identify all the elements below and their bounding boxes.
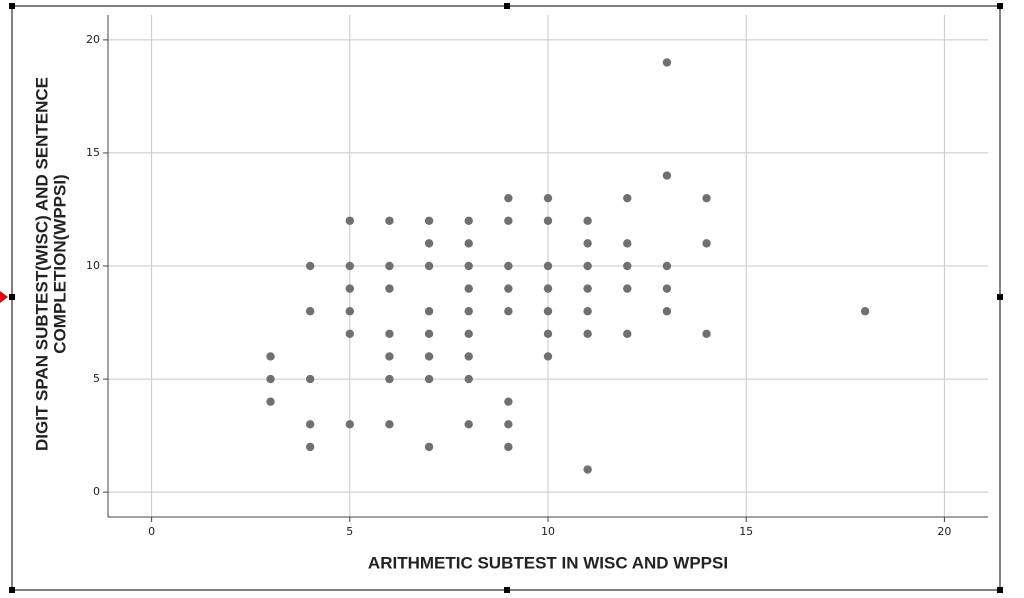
x-tick-label: 5 <box>346 525 353 538</box>
point <box>623 239 632 248</box>
resize-handles <box>9 3 1003 593</box>
y-axis-title-line: COMPLETION(WPPSI) <box>50 174 69 353</box>
point <box>464 329 473 339</box>
point <box>345 329 355 339</box>
point <box>623 261 632 271</box>
selection-frame <box>11 5 1001 591</box>
point <box>345 307 355 316</box>
point <box>583 284 592 293</box>
point <box>464 374 473 384</box>
point <box>464 420 473 429</box>
point <box>464 239 473 248</box>
point <box>424 352 434 361</box>
point <box>266 352 275 361</box>
point <box>583 329 592 339</box>
y-axis-title-line: DIGIT SPAN SUBTEST(WISC) AND SENTENCE <box>32 77 51 451</box>
point <box>305 374 315 384</box>
point <box>662 171 672 180</box>
point <box>504 193 513 203</box>
point <box>345 420 355 429</box>
point <box>702 193 711 203</box>
point <box>385 374 394 384</box>
point <box>424 329 434 339</box>
point <box>266 374 275 384</box>
point <box>662 58 672 67</box>
point <box>623 284 632 293</box>
point <box>543 329 553 339</box>
point <box>504 307 513 316</box>
point <box>623 329 632 339</box>
point <box>543 307 553 316</box>
y-tick-label: 0 <box>93 485 100 498</box>
point <box>464 284 473 293</box>
point <box>504 261 513 271</box>
x-tick-label: 20 <box>937 525 951 538</box>
point <box>504 397 513 406</box>
point <box>583 216 592 225</box>
y-tick-label: 20 <box>86 33 100 46</box>
point <box>385 329 394 339</box>
point <box>543 352 553 361</box>
y-tick-label: 15 <box>86 146 100 159</box>
point <box>583 465 592 474</box>
point <box>662 307 672 316</box>
point <box>385 261 394 271</box>
point <box>504 284 513 293</box>
point <box>345 216 355 225</box>
point <box>464 261 473 271</box>
x-tick-label: 15 <box>739 525 753 538</box>
point <box>345 261 355 271</box>
point <box>385 420 394 429</box>
y-axis-title: DIGIT SPAN SUBTEST(WISC) AND SENTENCE CO… <box>32 77 69 451</box>
y-tick-label: 5 <box>93 372 100 385</box>
point <box>583 261 592 271</box>
x-axis-title: ARITHMETIC SUBTEST IN WISC AND WPPSI <box>368 553 728 572</box>
point <box>543 284 553 293</box>
point <box>583 307 592 316</box>
point <box>305 420 315 429</box>
point <box>266 397 275 406</box>
point <box>543 261 553 271</box>
point <box>543 193 553 203</box>
point <box>504 442 513 452</box>
point <box>662 284 672 293</box>
point <box>305 442 315 452</box>
point <box>464 307 473 316</box>
point <box>424 307 434 316</box>
point <box>464 352 473 361</box>
point <box>424 239 434 248</box>
point <box>305 307 315 316</box>
point <box>504 216 513 225</box>
selection-marker <box>0 291 8 303</box>
point <box>345 284 355 293</box>
point <box>543 216 553 225</box>
point <box>623 193 632 203</box>
point <box>424 261 434 271</box>
y-tick-label: 10 <box>86 259 100 272</box>
point <box>583 239 592 248</box>
point <box>424 374 434 384</box>
point <box>662 261 672 271</box>
point <box>702 239 711 248</box>
point <box>385 284 394 293</box>
point <box>702 329 711 339</box>
point <box>305 261 315 271</box>
point <box>385 216 394 225</box>
point <box>860 307 870 316</box>
point <box>424 216 434 225</box>
point <box>424 442 434 452</box>
x-tick-label: 10 <box>541 525 555 538</box>
point <box>385 352 394 361</box>
point <box>464 216 473 225</box>
x-tick-label: 0 <box>148 525 155 538</box>
point <box>504 420 513 429</box>
